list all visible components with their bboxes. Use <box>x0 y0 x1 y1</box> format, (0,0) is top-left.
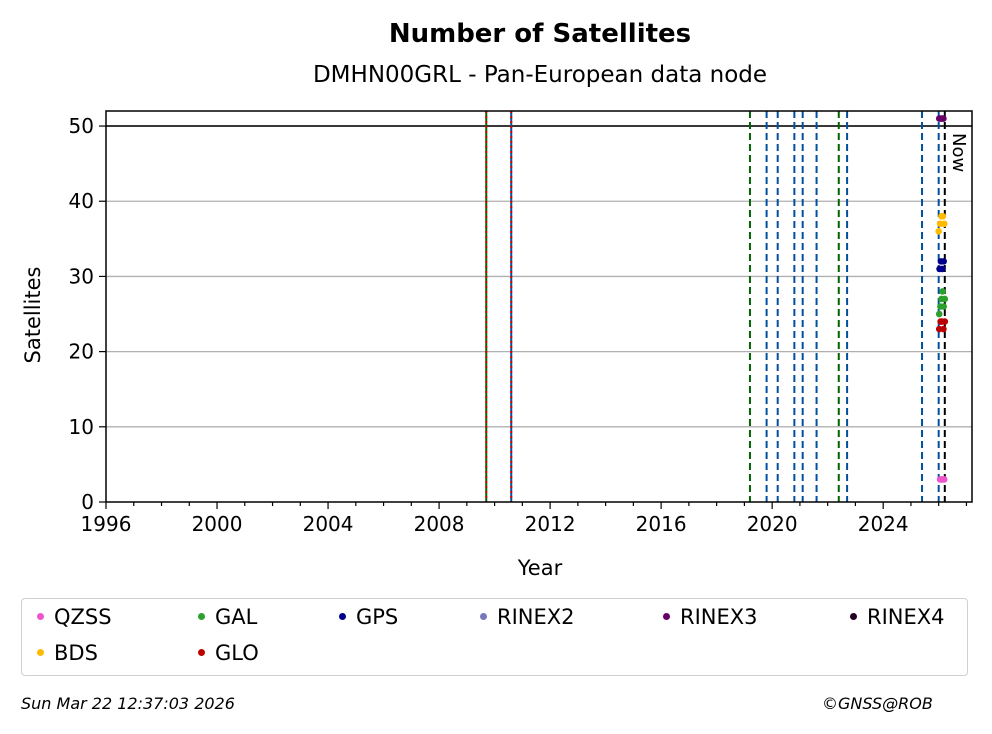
vertical-event-lines <box>485 111 946 502</box>
point-bds <box>935 228 942 235</box>
grid-layer <box>106 125 972 428</box>
legend-item-rinex3: RINEX3 <box>663 605 758 629</box>
footer-copyright: ©GNSS@ROB <box>822 694 933 713</box>
legend-marker <box>37 612 44 620</box>
point-gal <box>940 303 947 310</box>
axes: 1996 2000 2004 2008 2012 2016 2020 2024 0 10 20 30 4… <box>69 110 973 536</box>
legend-item-gal: GAL <box>198 605 257 629</box>
point-glo <box>941 318 949 325</box>
x-tick-label: 2016 <box>636 512 687 536</box>
x-tick-label: 2004 <box>303 512 354 536</box>
legend-item-bds: BDS <box>37 641 98 665</box>
legend-label: RINEX2 <box>497 605 575 629</box>
y-tick-label: 0 <box>81 490 94 514</box>
point-gps <box>939 265 946 273</box>
legend-item-qzss: QZSS <box>37 605 112 629</box>
data-points <box>935 115 949 483</box>
point-bds <box>940 220 948 228</box>
legend-marker <box>198 612 205 620</box>
legend-marker <box>663 612 670 620</box>
chart-subtitle: DMHN00GRL - Pan-European data node <box>313 62 767 88</box>
x-tick-label: 2000 <box>192 512 243 536</box>
y-tick-label: 50 <box>69 114 94 138</box>
legend-item-rinex2: RINEX2 <box>480 605 575 629</box>
legend <box>21 598 968 676</box>
x-axis-label: Year <box>517 556 563 580</box>
legend-label: QZSS <box>54 605 112 629</box>
point-bds <box>939 212 947 220</box>
legend-marker <box>198 648 205 656</box>
x-tick-label: 1996 <box>81 512 132 536</box>
point-glo <box>940 325 947 333</box>
legend-label: BDS <box>54 641 98 665</box>
x-tick-label: 2020 <box>747 512 798 536</box>
legend-label: GLO <box>215 641 259 665</box>
legend-item-gps: GPS <box>339 605 398 629</box>
chart-title: Number of Satellites <box>389 19 691 49</box>
y-axis-label: Satellites <box>21 267 45 364</box>
y-tick-label: 40 <box>69 189 94 213</box>
plot-frame <box>105 110 973 503</box>
x-tick-label: 2024 <box>858 512 909 536</box>
legend-marker <box>37 648 44 656</box>
point-gal <box>939 288 946 295</box>
legend-label: GPS <box>356 605 399 629</box>
now-label: Now <box>948 133 969 172</box>
legend-marker <box>339 612 346 620</box>
y-tick-label: 30 <box>69 264 94 288</box>
x-tick-label: 2008 <box>414 512 465 536</box>
legend-label: RINEX3 <box>680 605 758 629</box>
legend-marker <box>480 612 487 620</box>
point-gps <box>940 258 947 265</box>
footer-timestamp: Sun Mar 22 12:37:03 2026 <box>21 694 235 713</box>
y-tick-label: 20 <box>69 340 94 364</box>
legend-label: GAL <box>215 605 258 629</box>
legend-marker <box>850 612 857 620</box>
point-qzss <box>940 476 948 483</box>
y-tick-label: 10 <box>69 415 94 439</box>
legend-item-glo: GLO <box>198 641 259 665</box>
legend-label: RINEX4 <box>867 605 945 629</box>
point-gal <box>941 295 949 303</box>
point-gal <box>935 310 943 318</box>
point-rinex3 <box>940 115 947 122</box>
x-tick-label: 2012 <box>525 512 576 536</box>
legend-item-rinex4: RINEX4 <box>850 605 945 629</box>
